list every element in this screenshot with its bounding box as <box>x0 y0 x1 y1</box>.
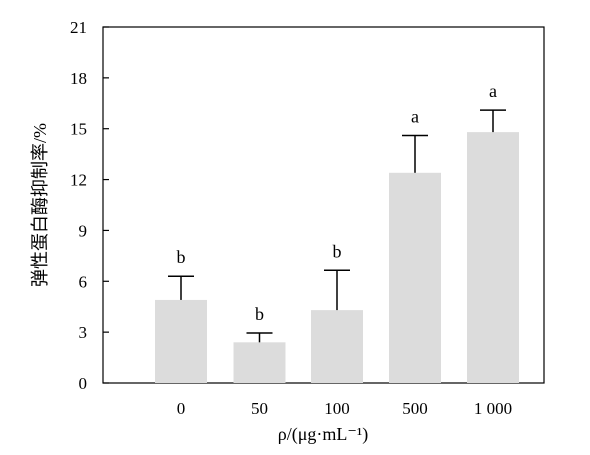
y-axis: 0 3 6 9 12 15 18 21 <box>70 18 109 393</box>
y-axis-title: 弹性蛋白酶抑制率/% <box>30 123 50 287</box>
significance-letters-group: b b b a a <box>177 81 498 324</box>
bar-0 <box>155 299 207 383</box>
significance-letter: a <box>411 106 419 126</box>
x-axis: 0 50 100 500 1 000 <box>177 399 512 418</box>
error-bar <box>246 332 273 343</box>
x-tick-label: 1 000 <box>474 399 512 418</box>
error-bar <box>480 109 506 133</box>
y-tick-label: 3 <box>79 323 88 342</box>
error-bar <box>402 134 428 173</box>
error-bars-group <box>168 109 506 343</box>
x-axis-title: ρ/(μg·mL⁻¹) <box>278 424 369 445</box>
x-tick-label: 50 <box>251 399 268 418</box>
bar-1000 <box>467 132 519 383</box>
significance-letter: b <box>333 241 342 261</box>
y-tick-label: 12 <box>70 171 87 190</box>
y-tick-label: 15 <box>70 120 87 139</box>
bar-50 <box>233 342 286 383</box>
bars-group <box>155 132 519 383</box>
y-tick-label: 9 <box>79 221 88 240</box>
x-tick-label: 0 <box>177 399 186 418</box>
significance-letter: a <box>489 81 497 101</box>
y-tick-label: 21 <box>70 18 87 37</box>
error-bar <box>324 269 350 311</box>
y-tick-label: 18 <box>70 69 87 88</box>
bar-500 <box>389 172 441 383</box>
y-tick-label: 0 <box>79 374 88 393</box>
x-tick-label: 100 <box>324 399 350 418</box>
x-tick-label: 500 <box>402 399 428 418</box>
error-bar <box>168 275 194 300</box>
significance-letter: b <box>255 304 264 324</box>
y-tick-label: 6 <box>79 272 88 291</box>
significance-letter: b <box>177 247 186 267</box>
bar-100 <box>311 310 363 383</box>
